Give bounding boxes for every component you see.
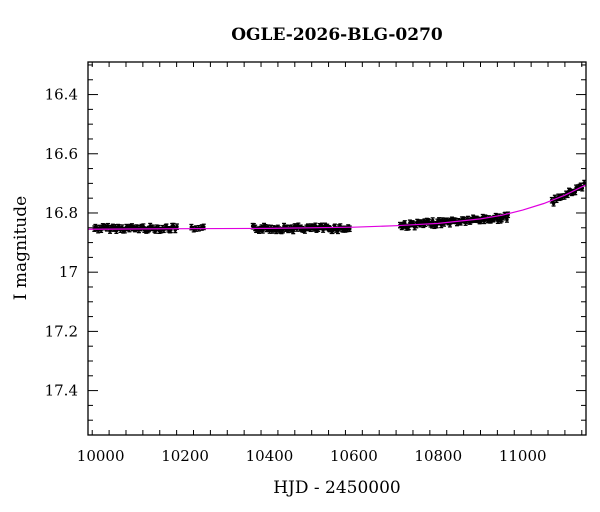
x-tick-label: 10200 <box>161 447 209 465</box>
chart-title: OGLE-2026-BLG-0270 <box>231 25 443 45</box>
data-point <box>174 223 179 231</box>
y-tick-label: 16.4 <box>45 86 78 104</box>
x-tick-label: 10000 <box>77 447 125 465</box>
plot-frame <box>87 61 587 436</box>
y-tick-label: 17 <box>59 263 78 281</box>
x-tick-label: 10800 <box>414 447 462 465</box>
x-axis-label: HJD - 2450000 <box>273 478 401 498</box>
y-tick-label: 16.8 <box>45 204 78 222</box>
x-tick-label: 10400 <box>246 447 294 465</box>
y-tick-label: 17.4 <box>45 382 78 400</box>
x-tick-label: 11000 <box>499 447 547 465</box>
model-curve <box>87 184 587 230</box>
y-axis-label: I magnitude <box>11 196 31 300</box>
plot-area <box>87 179 587 235</box>
y-ticks: 16.4 16.6 16.8 17 17.2 17.4 <box>45 64 586 436</box>
x-tick-label: 10600 <box>330 447 378 465</box>
y-tick-label: 16.6 <box>45 145 78 163</box>
y-tick-label: 17.2 <box>45 322 78 340</box>
x-ticks: 10000 10200 10400 10600 10800 11000 <box>77 62 583 465</box>
